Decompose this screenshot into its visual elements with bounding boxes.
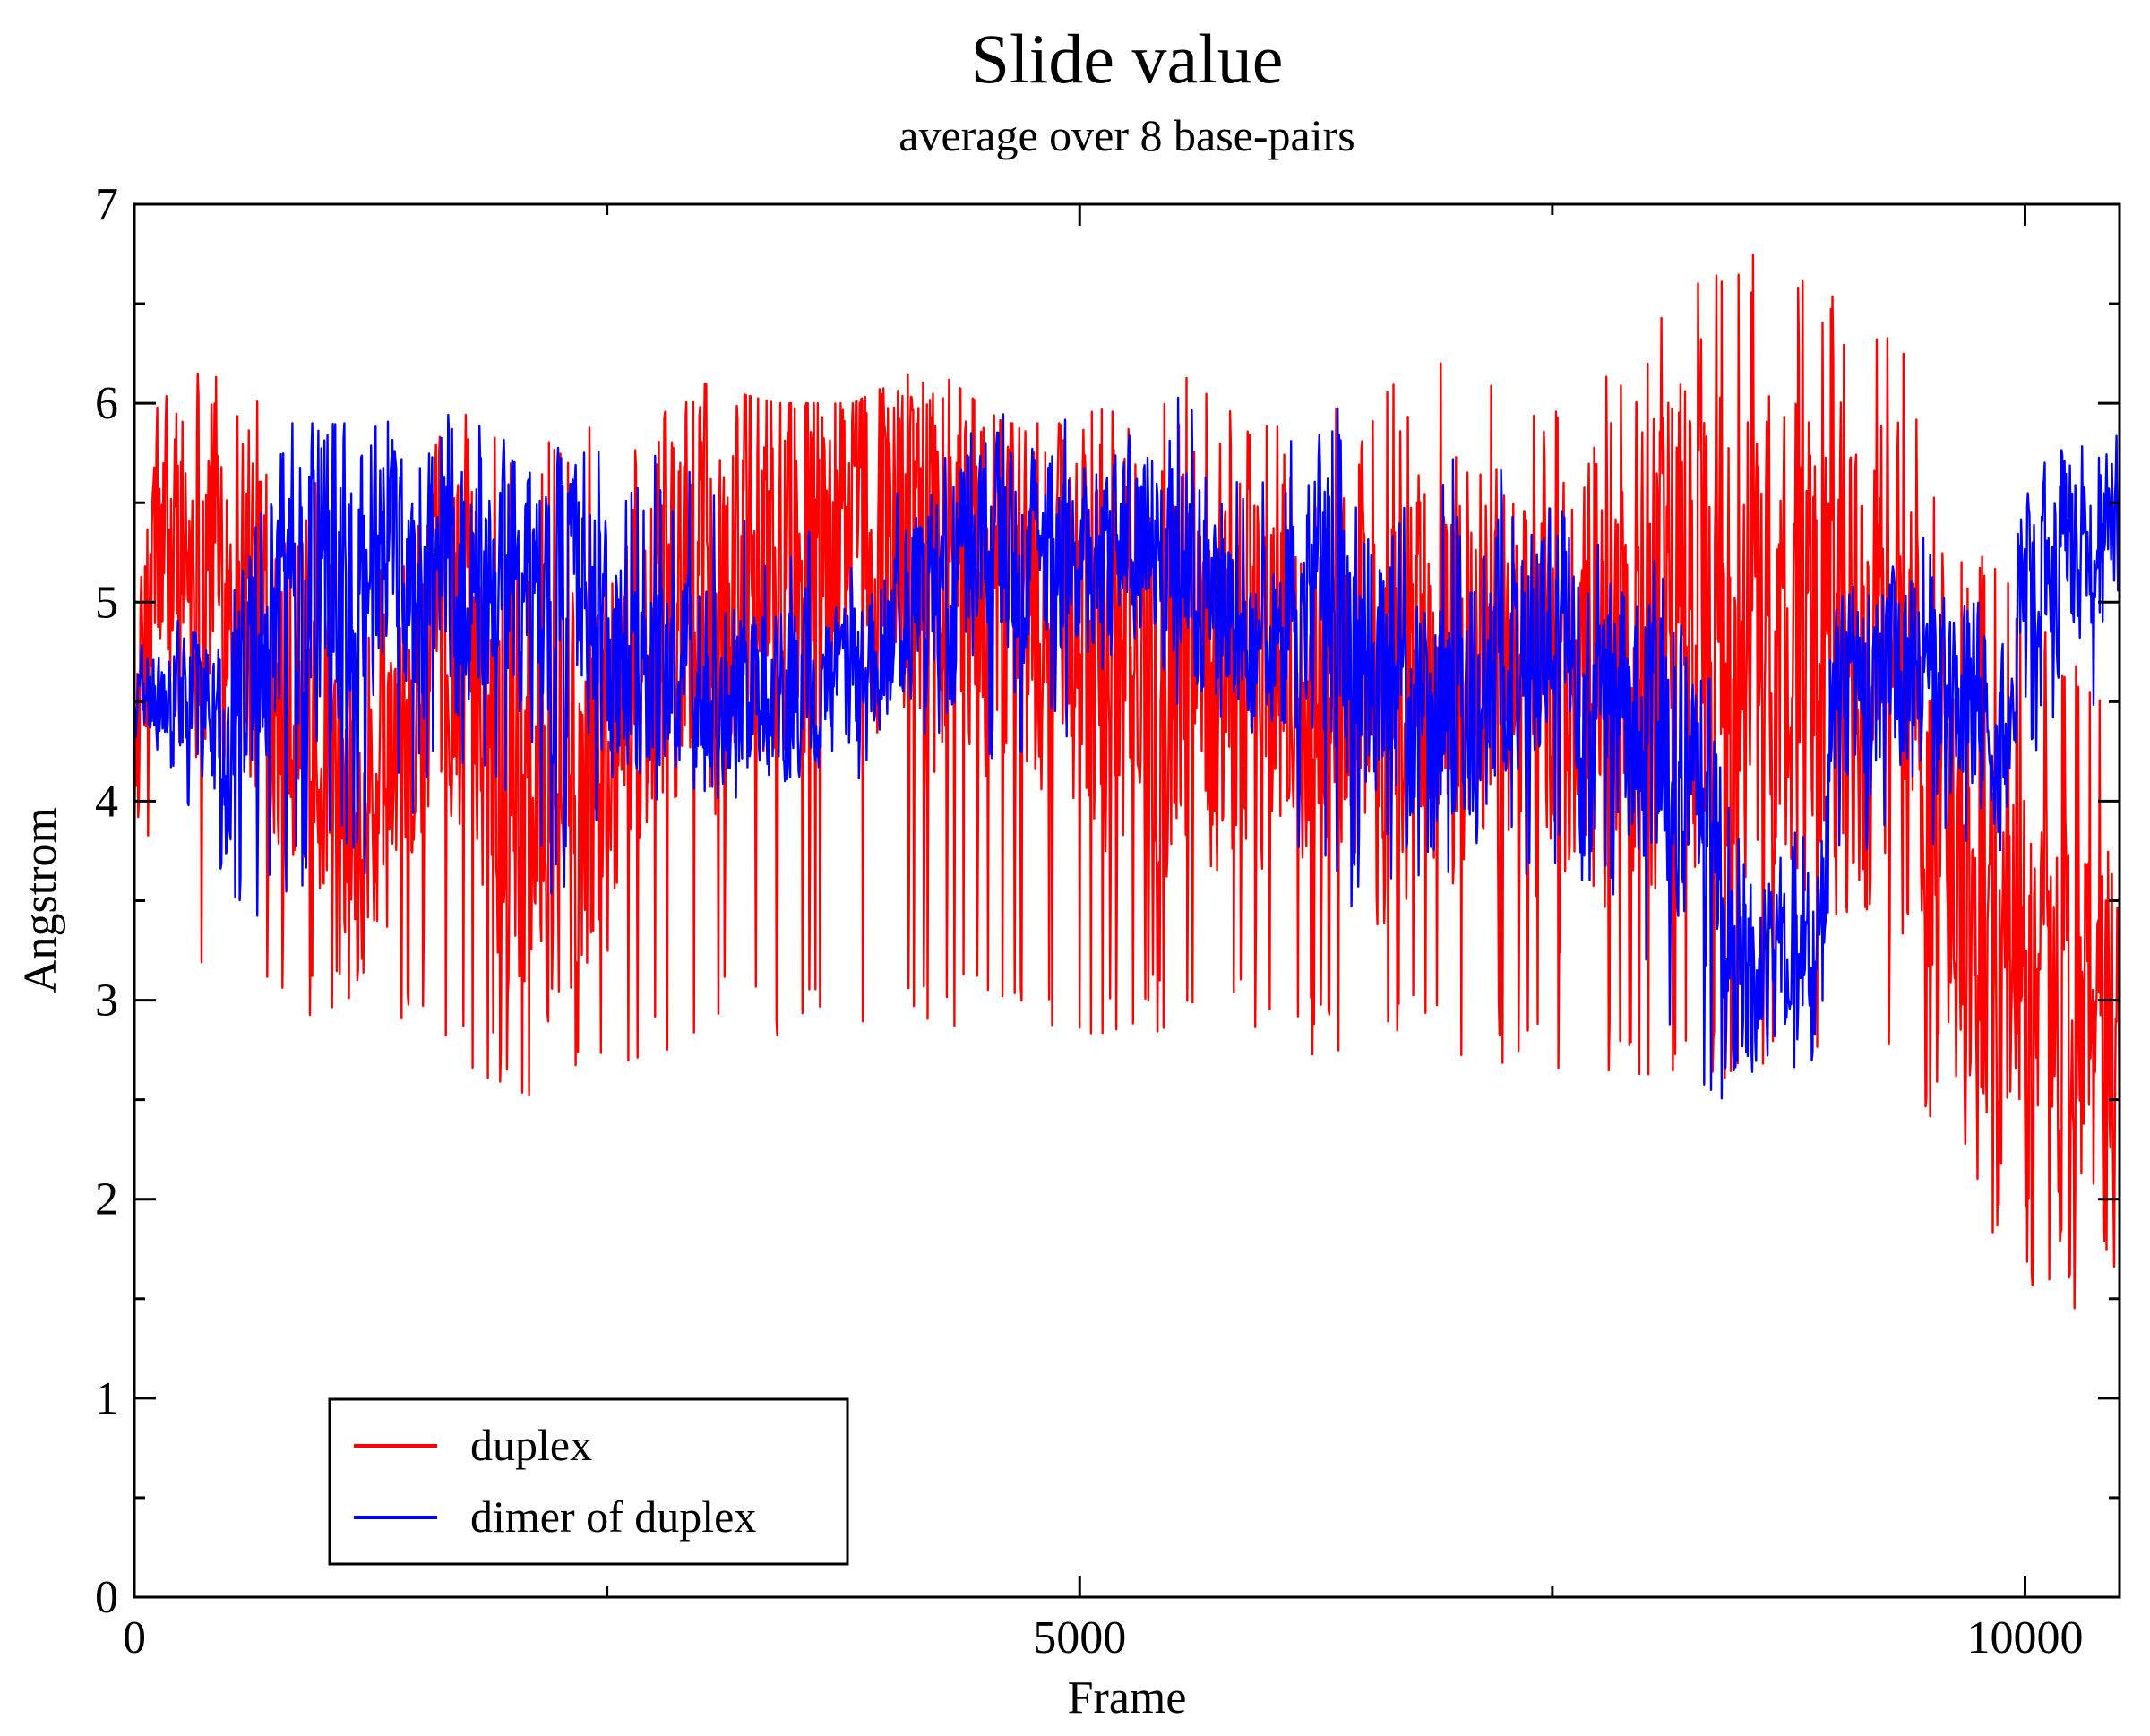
y-tick-label: 7 bbox=[95, 179, 118, 230]
y-tick-label: 5 bbox=[95, 577, 118, 628]
x-tick-label: 5000 bbox=[1033, 1612, 1126, 1663]
y-tick-label: 3 bbox=[95, 975, 118, 1027]
chart-subtitle: average over 8 base-pairs bbox=[899, 110, 1354, 160]
y-tick-label: 4 bbox=[95, 776, 118, 827]
axes-layer: 0 1 2 3 4 5 6 7 0 5000 10000 bbox=[95, 179, 2120, 1663]
y-tick-label: 2 bbox=[95, 1174, 118, 1225]
series-layer bbox=[134, 254, 2120, 1310]
legend-label-duplex: duplex bbox=[470, 1420, 592, 1470]
x-tick-label: 0 bbox=[123, 1612, 146, 1663]
x-tick-label: 10000 bbox=[1966, 1612, 2083, 1663]
legend: duplex dimer of duplex bbox=[328, 1397, 849, 1566]
series-line-dimer-of-duplex bbox=[134, 396, 2120, 1100]
y-tick-label: 0 bbox=[95, 1572, 118, 1623]
y-axis-label: Angstrom bbox=[15, 807, 66, 993]
y-tick-label: 6 bbox=[95, 378, 118, 429]
chart-title: Slide value bbox=[971, 20, 1284, 98]
legend-label-dimer-of-duplex: dimer of duplex bbox=[470, 1491, 756, 1542]
legend-box bbox=[328, 1397, 849, 1566]
y-tick-label: 1 bbox=[95, 1373, 118, 1424]
x-axis-label: Frame bbox=[1068, 1672, 1187, 1723]
